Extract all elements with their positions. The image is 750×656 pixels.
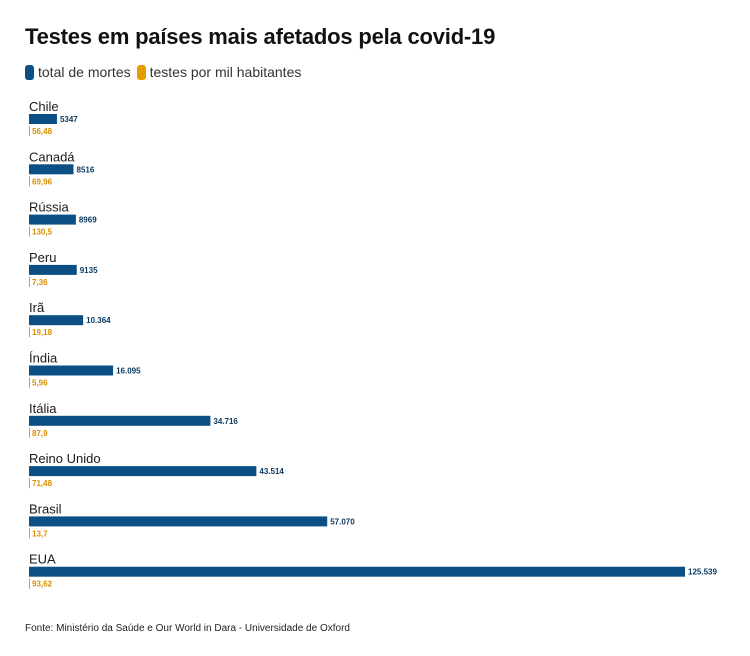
bar-tests-brasil xyxy=(29,528,30,539)
legend-label-deaths: total de mortes xyxy=(38,64,131,80)
legend-swatch-tests xyxy=(136,64,146,80)
bar-tests-canada xyxy=(29,176,30,187)
legend-swatch-deaths xyxy=(25,64,34,80)
bar-deaths-reino-unido xyxy=(29,466,257,477)
data-label-deaths-brasil: 57.070 xyxy=(330,517,355,526)
category-label-eua: EUA xyxy=(29,552,56,567)
data-label-tests-russia: 130,5 xyxy=(32,228,53,237)
category-label-reino-unido: Reino Unido xyxy=(29,451,101,466)
bar-deaths-canada xyxy=(29,164,74,175)
bar-deaths-brasil xyxy=(29,516,328,527)
data-label-deaths-russia: 8969 xyxy=(79,216,97,225)
chart-legend: total de mortes testes por mil habitante… xyxy=(25,64,307,80)
bar-deaths-eua xyxy=(29,566,685,577)
bar-tests-russia xyxy=(29,226,30,237)
bar-deaths-peru xyxy=(29,264,77,275)
data-label-tests-canada: 69,96 xyxy=(32,177,53,186)
bar-deaths-chile xyxy=(29,114,57,124)
bar-tests-reino-unido xyxy=(29,478,30,489)
data-label-tests-brasil: 13,7 xyxy=(32,529,48,538)
category-label-italia: Itália xyxy=(29,401,57,416)
bar-tests-ira xyxy=(29,327,30,338)
category-label-india: Índia xyxy=(29,351,58,366)
bar-tests-italia xyxy=(29,427,30,438)
data-label-deaths-canada: 8516 xyxy=(77,165,95,174)
bar-tests-eua xyxy=(29,578,30,589)
data-label-tests-reino-unido: 71,48 xyxy=(32,479,53,488)
chart-title: Testes em países mais afetados pela covi… xyxy=(25,24,496,49)
bar-deaths-ira xyxy=(29,315,84,326)
category-label-brasil: Brasil xyxy=(29,501,62,516)
data-label-deaths-eua: 125.539 xyxy=(688,568,717,577)
data-label-tests-india: 5,96 xyxy=(32,379,48,388)
data-label-deaths-india: 16.095 xyxy=(116,367,141,376)
data-label-tests-chile: 56,48 xyxy=(32,127,53,136)
data-label-tests-italia: 87,9 xyxy=(32,429,48,438)
data-label-deaths-ira: 10.364 xyxy=(86,316,111,325)
data-label-tests-ira: 19,18 xyxy=(32,328,53,337)
bar-tests-chile xyxy=(29,126,30,136)
bar-tests-india xyxy=(29,377,30,388)
legend-item-deaths: total de mortes xyxy=(25,64,131,80)
category-label-peru: Peru xyxy=(29,250,56,265)
data-label-deaths-reino-unido: 43.514 xyxy=(259,467,284,476)
data-label-deaths-chile: 5347 xyxy=(60,115,78,124)
category-label-chile: Chile xyxy=(29,99,59,114)
bar-deaths-india xyxy=(29,365,114,376)
data-label-tests-eua: 93,62 xyxy=(32,580,53,589)
category-label-canada: Canadá xyxy=(29,149,75,164)
data-label-deaths-peru: 9135 xyxy=(80,266,98,275)
data-label-tests-peru: 7,36 xyxy=(32,278,48,287)
data-label-deaths-italia: 34.716 xyxy=(213,417,238,426)
source-note: Fonte: Ministério da Saúde e Our World i… xyxy=(25,623,350,634)
bar-deaths-italia xyxy=(29,415,211,426)
category-label-russia: Rússia xyxy=(29,200,70,215)
bar-tests-peru xyxy=(29,276,30,287)
legend-item-tests: testes por mil habitantes xyxy=(136,64,302,80)
bar-deaths-russia xyxy=(29,214,76,225)
legend-label-tests: testes por mil habitantes xyxy=(149,64,302,80)
category-label-ira: Irã xyxy=(29,300,45,315)
